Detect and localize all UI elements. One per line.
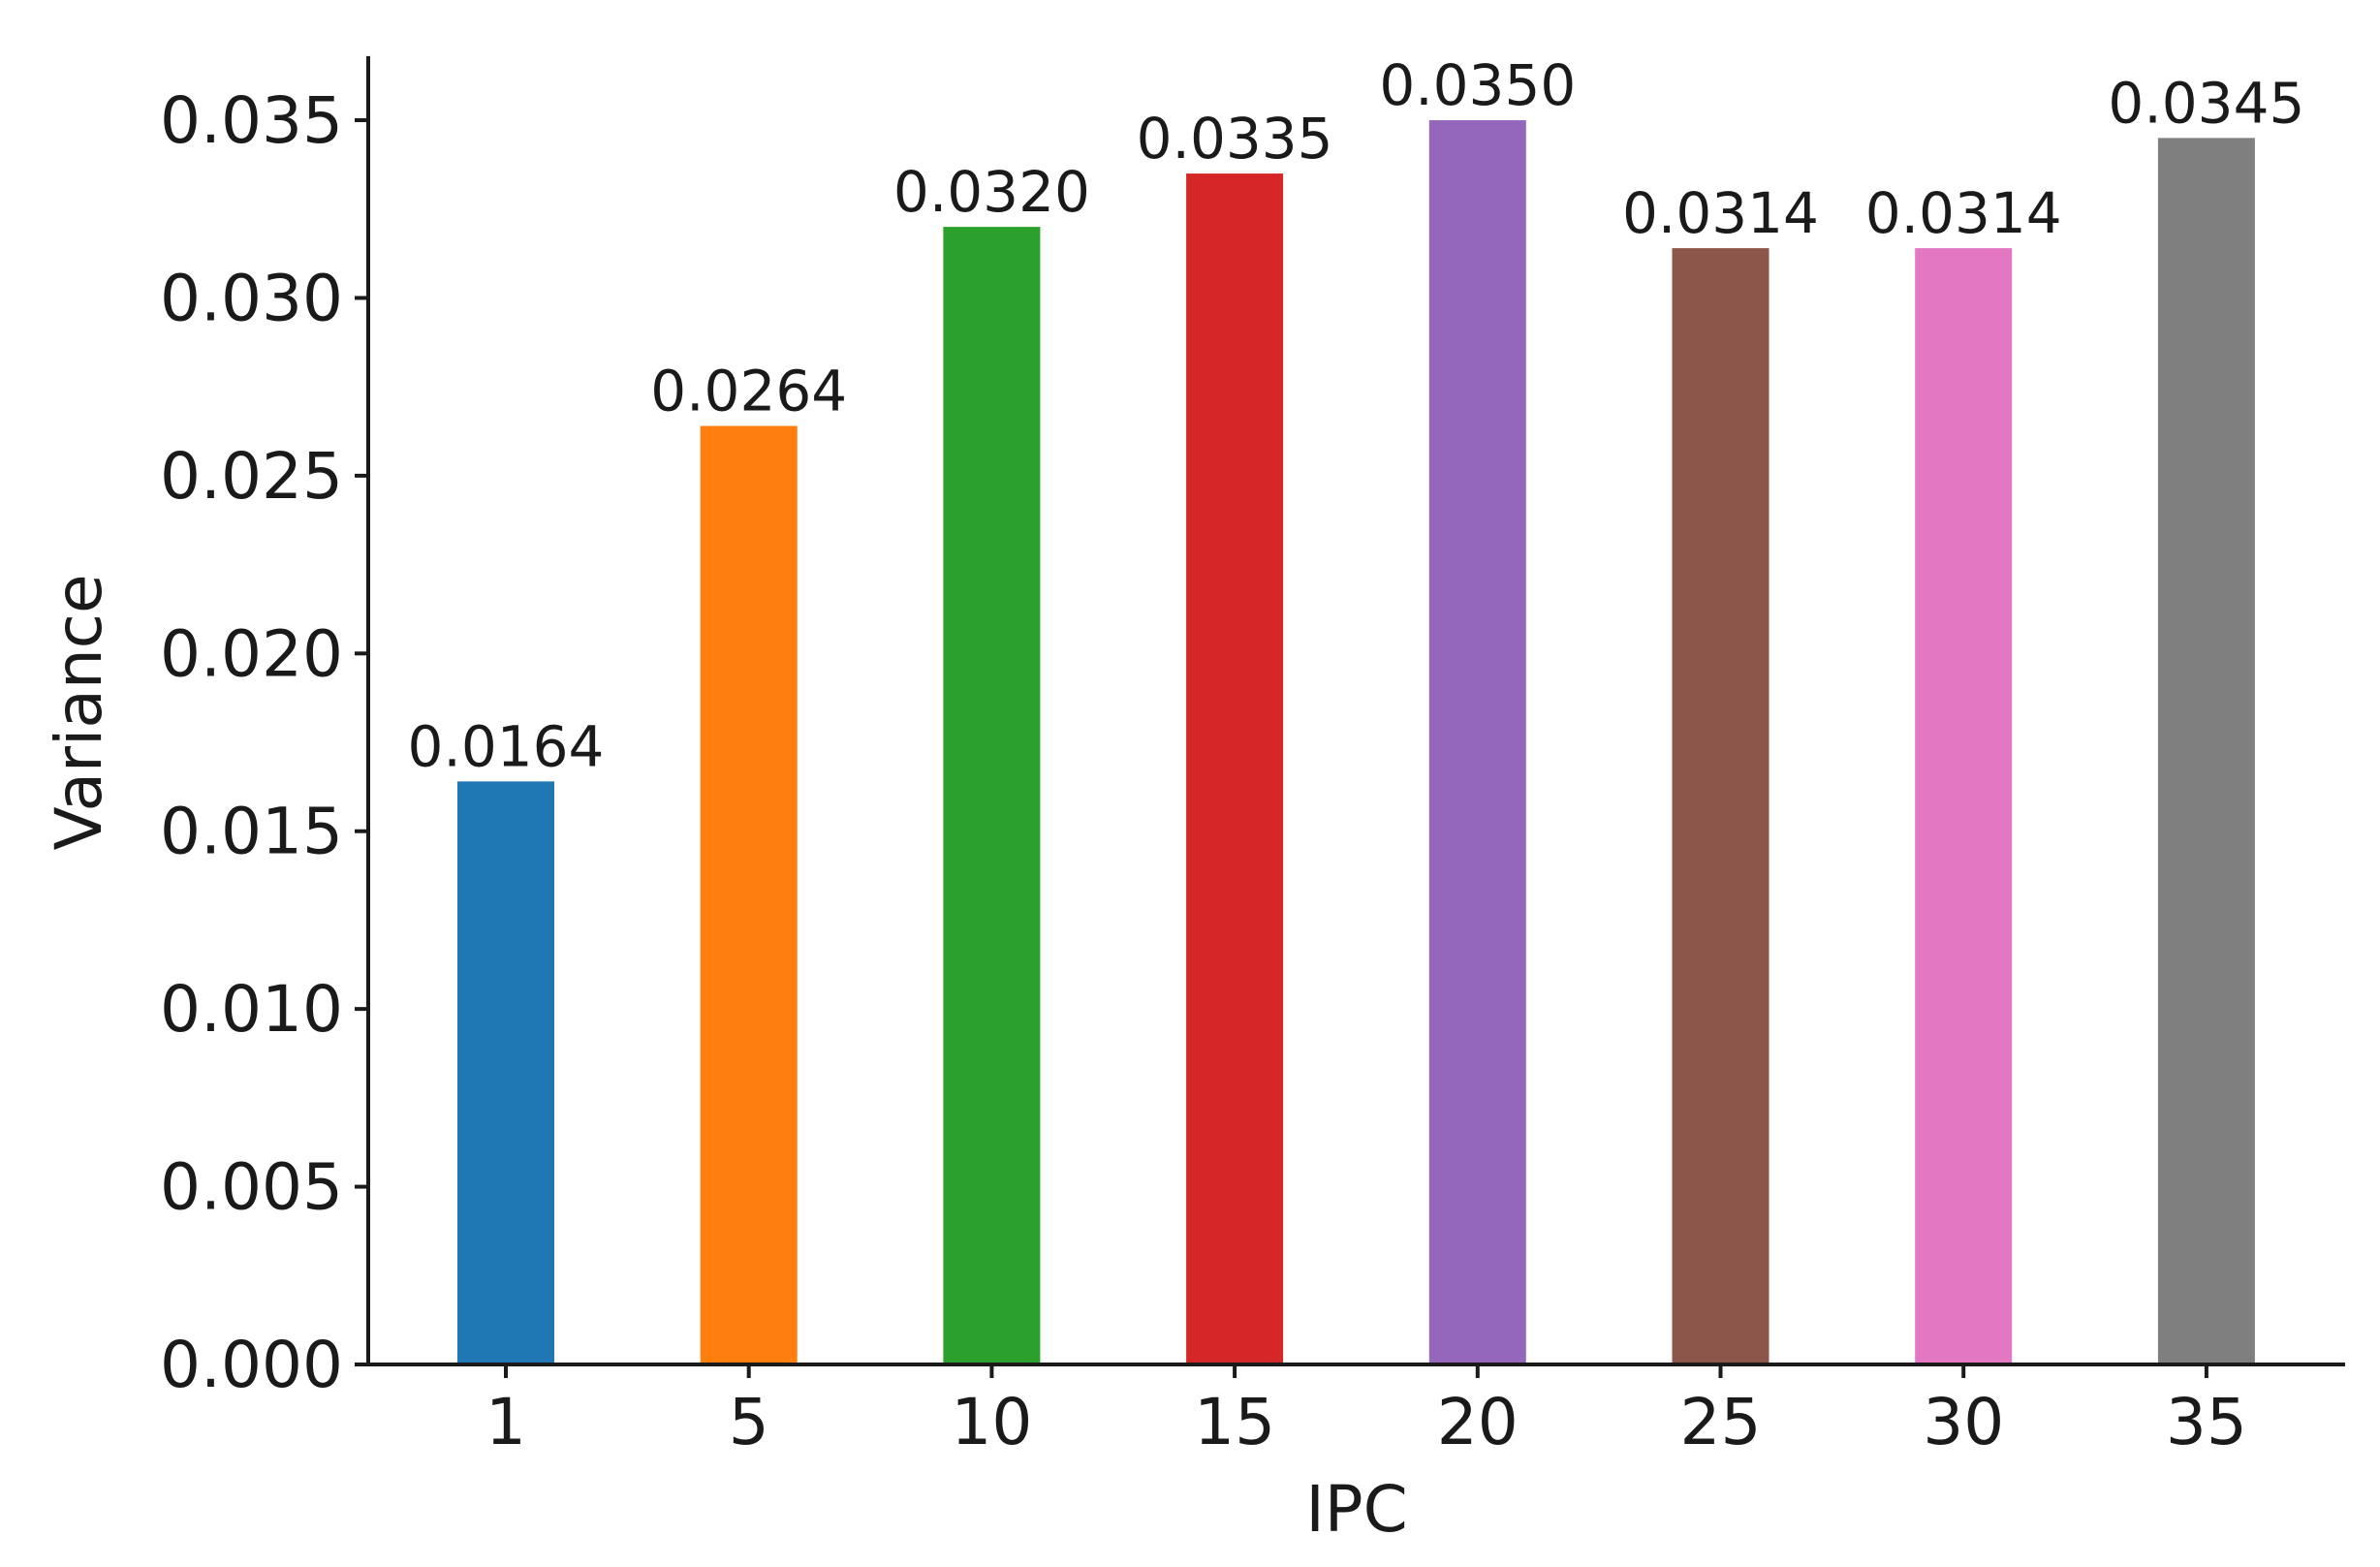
bar-ipc-15: [1186, 173, 1284, 1364]
x-tick-label: 10: [951, 1385, 1032, 1459]
x-tick-label: 15: [1194, 1385, 1275, 1459]
y-tick-label: 0.020: [160, 616, 343, 691]
data-label-ipc-10: 0.0320: [893, 159, 1090, 225]
bar-ipc-25: [1672, 248, 1769, 1364]
y-tick-label: 0.000: [160, 1328, 343, 1402]
y-tick-label: 0.015: [160, 795, 343, 869]
bar-ipc-1: [457, 781, 554, 1364]
x-axis: 1 5 10 15 20 25 30 35: [366, 1363, 2345, 1459]
x-tick-label: 1: [485, 1385, 526, 1459]
x-tick-label: 5: [729, 1385, 769, 1459]
y-tick-label: 0.035: [160, 83, 343, 158]
x-tick-label: 35: [2166, 1385, 2247, 1459]
y-tick-label: 0.010: [160, 972, 343, 1047]
y-tick-label: 0.025: [160, 439, 343, 514]
data-labels-layer: 0.0164 0.0264 0.0320 0.0335 0.0350 0.0314 0.03…: [408, 52, 2305, 779]
x-tick-label: 25: [1680, 1385, 1762, 1459]
data-label-ipc-1: 0.0164: [408, 713, 605, 779]
bar-ipc-5: [700, 425, 798, 1364]
bar-ipc-35: [2157, 138, 2255, 1364]
y-tick-label: 0.005: [160, 1150, 343, 1225]
data-label-ipc-20: 0.0350: [1379, 52, 1576, 118]
x-tick-label: 20: [1437, 1385, 1519, 1459]
data-label-ipc-25: 0.0314: [1622, 180, 1819, 246]
y-tick-label: 0.030: [160, 261, 343, 335]
bar-ipc-20: [1428, 120, 1526, 1365]
bar-ipc-10: [943, 227, 1041, 1365]
x-tick-label: 30: [1923, 1385, 2004, 1459]
bars-layer: [457, 120, 2255, 1365]
y-axis: 0.000 0.005 0.010 0.015 0.020 0.025 0.030 0.035: [160, 56, 370, 1402]
y-axis-title: Variance: [42, 574, 116, 850]
data-label-ipc-5: 0.0264: [650, 359, 847, 424]
bar-ipc-30: [1915, 248, 2013, 1364]
data-label-ipc-30: 0.0314: [1865, 180, 2062, 246]
data-label-ipc-35: 0.0345: [2108, 70, 2304, 136]
x-axis-title: IPC: [1305, 1472, 1407, 1547]
data-label-ipc-15: 0.0335: [1137, 106, 1333, 172]
